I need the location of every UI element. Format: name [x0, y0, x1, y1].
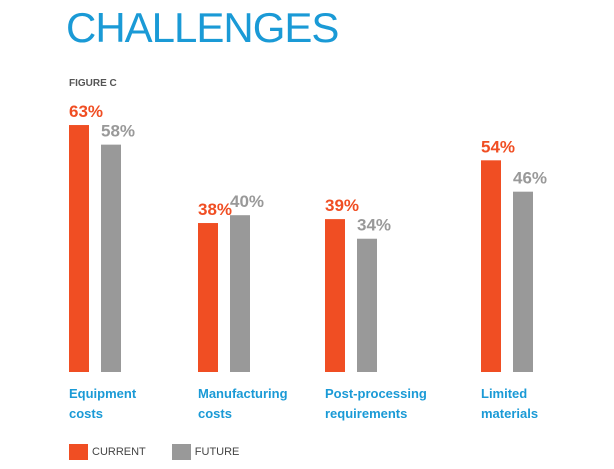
bar-current — [69, 125, 89, 372]
category-label: Manufacturing costs — [198, 386, 288, 421]
legend-swatch-current — [69, 444, 88, 460]
data-label-current: 63% — [69, 102, 103, 121]
data-label-future: 40% — [230, 192, 264, 211]
data-label-current: 39% — [325, 196, 359, 215]
data-label-current: 38% — [198, 200, 232, 219]
data-label-future: 58% — [101, 122, 135, 141]
legend-label-future: FUTURE — [194, 446, 240, 458]
data-label-future: 46% — [513, 169, 547, 188]
category-label: Post-processing requirements — [325, 386, 427, 421]
category-label: Limited materials — [481, 386, 539, 421]
page-title: CHALLENGES — [66, 4, 339, 51]
bar-future — [357, 238, 377, 372]
bar-future — [101, 144, 121, 372]
legend: CURRENT FUTURE — [69, 444, 239, 460]
bar-current — [481, 160, 501, 372]
data-label-current: 54% — [481, 137, 515, 156]
bar-current — [325, 219, 345, 372]
data-label-future: 34% — [357, 216, 391, 235]
bar-future — [230, 215, 250, 372]
legend-label-current: CURRENT — [92, 446, 146, 458]
legend-swatch-future — [171, 444, 191, 460]
bar-current — [198, 223, 218, 372]
figure-label: FIGURE C — [69, 78, 117, 89]
bar-future — [513, 191, 533, 372]
category-label: Equipment costs — [69, 386, 137, 421]
